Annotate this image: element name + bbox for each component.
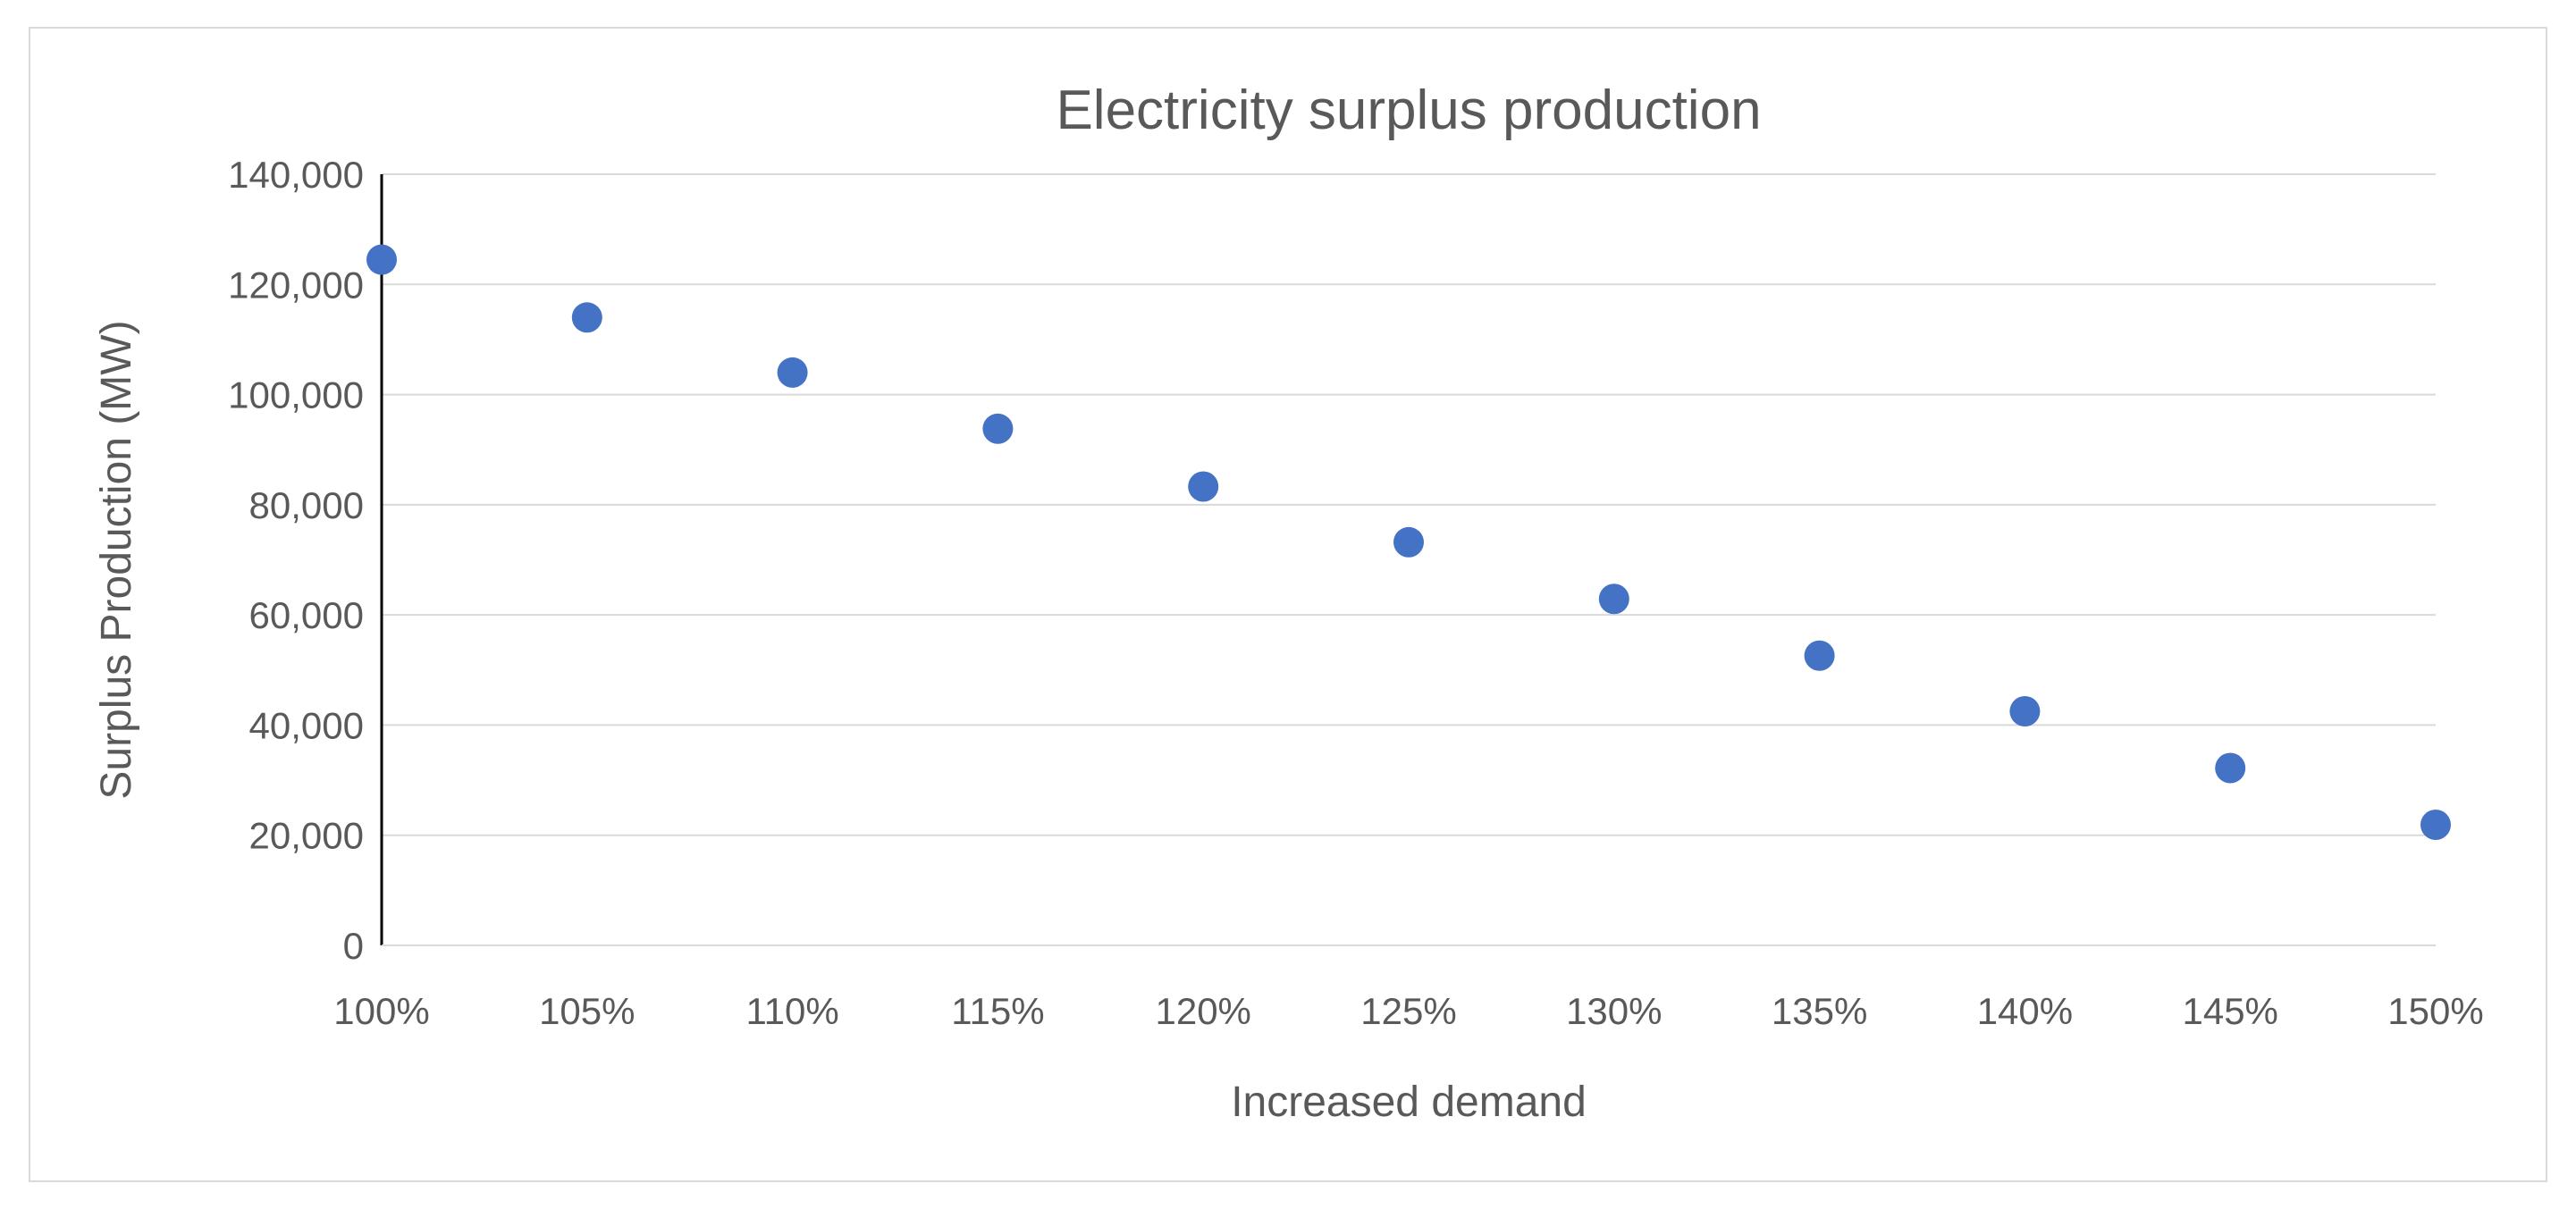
x-tick-label: 130% bbox=[1566, 990, 1662, 1032]
chart-svg: 0 20,000 40,000 60,000 80,000 100,000 120,000 1… bbox=[93, 80, 2484, 1126]
data-point bbox=[982, 413, 1014, 444]
y-tick-label: 100,000 bbox=[228, 374, 364, 416]
y-tick-label: 140,000 bbox=[228, 154, 364, 196]
x-axis-title: Increased demand bbox=[1231, 1079, 1587, 1126]
gridlines bbox=[382, 173, 2436, 836]
x-tick-label: 105% bbox=[539, 990, 635, 1032]
data-point bbox=[571, 302, 602, 333]
x-tick-label: 115% bbox=[951, 990, 1044, 1032]
y-tick-labels: 0 20,000 40,000 60,000 80,000 100,000 120,000 1… bbox=[228, 154, 364, 967]
x-tick-label: 135% bbox=[1772, 990, 1867, 1032]
data-point bbox=[2009, 696, 2041, 727]
y-tick-label: 40,000 bbox=[249, 704, 364, 746]
x-tick-label: 140% bbox=[1977, 990, 2073, 1032]
chart-title: Electricity surplus production bbox=[1056, 80, 1761, 141]
data-point bbox=[1598, 584, 1629, 615]
y-tick-label: 0 bbox=[343, 925, 364, 967]
data-point bbox=[777, 357, 808, 388]
x-tick-label: 110% bbox=[745, 990, 838, 1032]
x-tick-label: 125% bbox=[1360, 990, 1456, 1032]
y-tick-label: 20,000 bbox=[249, 815, 364, 857]
data-points bbox=[366, 244, 2451, 841]
y-tick-label: 60,000 bbox=[249, 594, 364, 636]
data-point bbox=[1804, 640, 1835, 671]
y-tick-label: 80,000 bbox=[249, 484, 364, 526]
x-tick-label: 150% bbox=[2387, 990, 2483, 1032]
data-point bbox=[1188, 471, 1219, 502]
x-tick-labels: 100% 105% 110% 115% 120% 125% 130% 135% 140% 145%… bbox=[333, 990, 2483, 1032]
x-tick-label: 100% bbox=[333, 990, 429, 1032]
data-point bbox=[366, 244, 397, 275]
y-tick-label: 120,000 bbox=[228, 264, 364, 306]
data-point bbox=[2420, 810, 2451, 841]
axes bbox=[380, 174, 2436, 946]
data-point bbox=[2215, 752, 2246, 784]
chart-frame: 0 20,000 40,000 60,000 80,000 100,000 120,000 1… bbox=[29, 27, 2547, 1182]
x-tick-label: 120% bbox=[1155, 990, 1250, 1032]
data-point bbox=[1393, 526, 1424, 558]
y-axis-title: Surplus Production (MW) bbox=[93, 320, 140, 799]
x-tick-label: 145% bbox=[2182, 990, 2277, 1032]
